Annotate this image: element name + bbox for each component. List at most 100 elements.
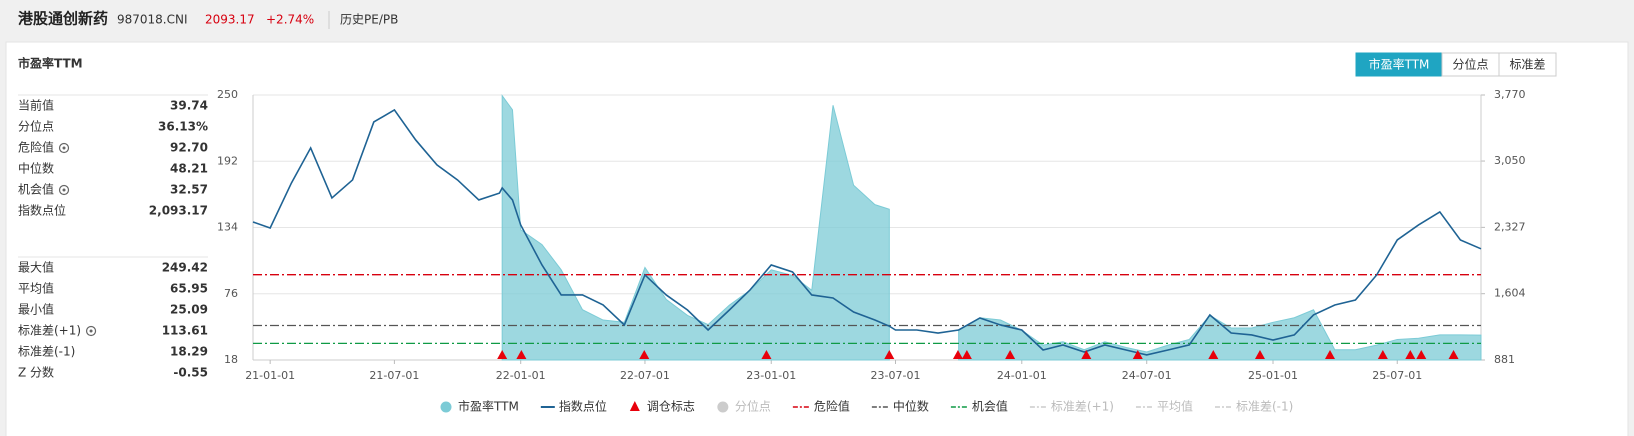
legend-label[interactable]: 机会值 — [972, 399, 1008, 414]
rebalance-marker — [1416, 350, 1427, 359]
stat-value: 92.70 — [170, 141, 208, 155]
stat-label: 分位点 — [18, 119, 54, 134]
stat-value: 25.09 — [170, 303, 208, 317]
x-tick-label: 22-07-01 — [620, 369, 670, 382]
x-tick-label: 25-01-01 — [1248, 369, 1298, 382]
panel-title: 市盈率TTM — [18, 56, 83, 71]
x-tick-label: 21-07-01 — [369, 369, 419, 382]
y2-tick-label: 3,770 — [1494, 88, 1526, 101]
y2-tick-label: 3,050 — [1494, 154, 1526, 167]
x-tick-label: 24-01-01 — [997, 369, 1047, 382]
rebalance-marker — [761, 350, 772, 359]
x-tick-label: 24-07-01 — [1122, 369, 1172, 382]
page-name[interactable]: 历史PE/PB — [340, 13, 398, 27]
tab-label[interactable]: 市盈率TTM — [1369, 57, 1430, 72]
rebalance-marker — [1405, 350, 1416, 359]
y-tick-label: 192 — [217, 154, 238, 167]
y2-tick-label: 1,604 — [1494, 287, 1526, 300]
stats: 当前值 39.74 分位点 36.13% 危险值 92.70 中位数 48.21 机会值 32.5… — [18, 94, 208, 380]
stat-label: 机会值 — [18, 182, 54, 197]
index-price: 2093.17 — [205, 13, 255, 27]
tab-label[interactable]: 标准差 — [1509, 58, 1545, 72]
rebalance-marker — [1448, 350, 1459, 359]
stat-label: 中位数 — [18, 161, 54, 176]
setting-icon[interactable] — [58, 184, 70, 196]
y-tick-label: 134 — [217, 221, 238, 234]
tab-label[interactable]: 分位点 — [1452, 57, 1488, 72]
legend-label[interactable]: 危险值 — [814, 399, 850, 414]
legend: 市盈率TTM 指数点位 调仓标志 分位点 危险值 中位数 机会值 标准差(+1) 平均值 标准差(… — [440, 399, 1293, 414]
rebalance-marker — [1377, 350, 1388, 359]
y-tick-label: 250 — [217, 88, 238, 101]
stat-value: 32.57 — [170, 183, 208, 197]
rebalance-marker — [639, 350, 650, 359]
rebalance-marker — [884, 350, 895, 359]
stat-label: 当前值 — [18, 98, 54, 113]
rebalance-marker — [1005, 350, 1016, 359]
legend-label[interactable]: 平均值 — [1157, 399, 1193, 414]
stat-label: 标准差(+1) — [18, 324, 81, 338]
stat-value: 249.42 — [162, 261, 208, 275]
index-code: 987018.CNI — [117, 13, 188, 27]
setting-icon[interactable] — [85, 325, 97, 337]
header-bar — [0, 0, 1634, 40]
legend-label[interactable]: 分位点 — [735, 399, 771, 414]
setting-icon-center[interactable] — [62, 188, 66, 192]
stat-label: 指数点位 — [18, 203, 66, 218]
legend-label[interactable]: 标准差(-1) — [1236, 400, 1293, 414]
stat-label: 最小值 — [18, 302, 54, 317]
setting-icon-center[interactable] — [62, 146, 66, 150]
x-tick-label: 25-07-01 — [1372, 369, 1422, 382]
stat-value: -0.55 — [173, 366, 208, 380]
stat-label: Z 分数 — [18, 365, 54, 380]
y-tick-label: 18 — [224, 353, 238, 366]
rebalance-marker — [1208, 350, 1219, 359]
legend-label[interactable]: 调仓标志 — [647, 400, 695, 414]
rebalance-marker — [1254, 350, 1265, 359]
stat-value: 113.61 — [162, 324, 208, 338]
legend-label[interactable]: 中位数 — [893, 399, 929, 414]
x-tick-label: 21-01-01 — [245, 369, 295, 382]
stat-label: 危险值 — [18, 140, 54, 155]
legend-symbol[interactable] — [440, 401, 452, 413]
panel — [5, 41, 1629, 436]
rebalance-marker — [1081, 350, 1092, 359]
rebalance-marker — [1324, 350, 1335, 359]
stat-value: 36.13% — [158, 120, 208, 134]
stat-value: 2,093.17 — [149, 204, 208, 218]
setting-icon[interactable] — [58, 142, 70, 154]
y2-tick-label: 881 — [1494, 353, 1515, 366]
chart: 18 76 134 192 250 881 1,604 2,327 3,050 3,770 21-0… — [217, 88, 1526, 382]
tab[interactable] — [1498, 52, 1557, 77]
legend-symbol[interactable] — [717, 401, 729, 413]
index-line — [252, 108, 1482, 356]
x-tick-label: 23-07-01 — [871, 369, 921, 382]
stat-label: 标准差(-1) — [18, 345, 75, 359]
rebalance-marker — [1132, 350, 1143, 359]
stat-value: 39.74 — [170, 99, 208, 113]
stat-value: 18.29 — [170, 345, 208, 359]
rebalance-marker — [497, 350, 508, 359]
legend-symbol[interactable] — [629, 401, 640, 411]
y-tick-label: 76 — [224, 287, 238, 300]
tabs: 市盈率TTM 分位点 标准差 — [1355, 52, 1557, 77]
x-tick-label: 23-01-01 — [746, 369, 796, 382]
stat-value: 65.95 — [170, 282, 208, 296]
stat-label: 最大值 — [18, 260, 54, 275]
x-tick-label: 22-01-01 — [496, 369, 546, 382]
legend-label[interactable]: 市盈率TTM — [458, 399, 519, 414]
legend-label[interactable]: 指数点位 — [559, 399, 607, 414]
setting-icon-center[interactable] — [89, 329, 93, 333]
rebalance-marker — [952, 350, 963, 359]
index-name: 港股通创新药 — [18, 10, 108, 28]
rebalance-marker — [961, 350, 972, 359]
rebalance-marker — [516, 350, 527, 359]
y2-tick-label: 2,327 — [1494, 220, 1526, 233]
stat-label: 平均值 — [18, 281, 54, 296]
legend-label[interactable]: 标准差(+1) — [1051, 400, 1114, 414]
index-change: +2.74% — [266, 13, 314, 27]
stat-value: 48.21 — [170, 162, 208, 176]
pe-area — [501, 94, 890, 361]
